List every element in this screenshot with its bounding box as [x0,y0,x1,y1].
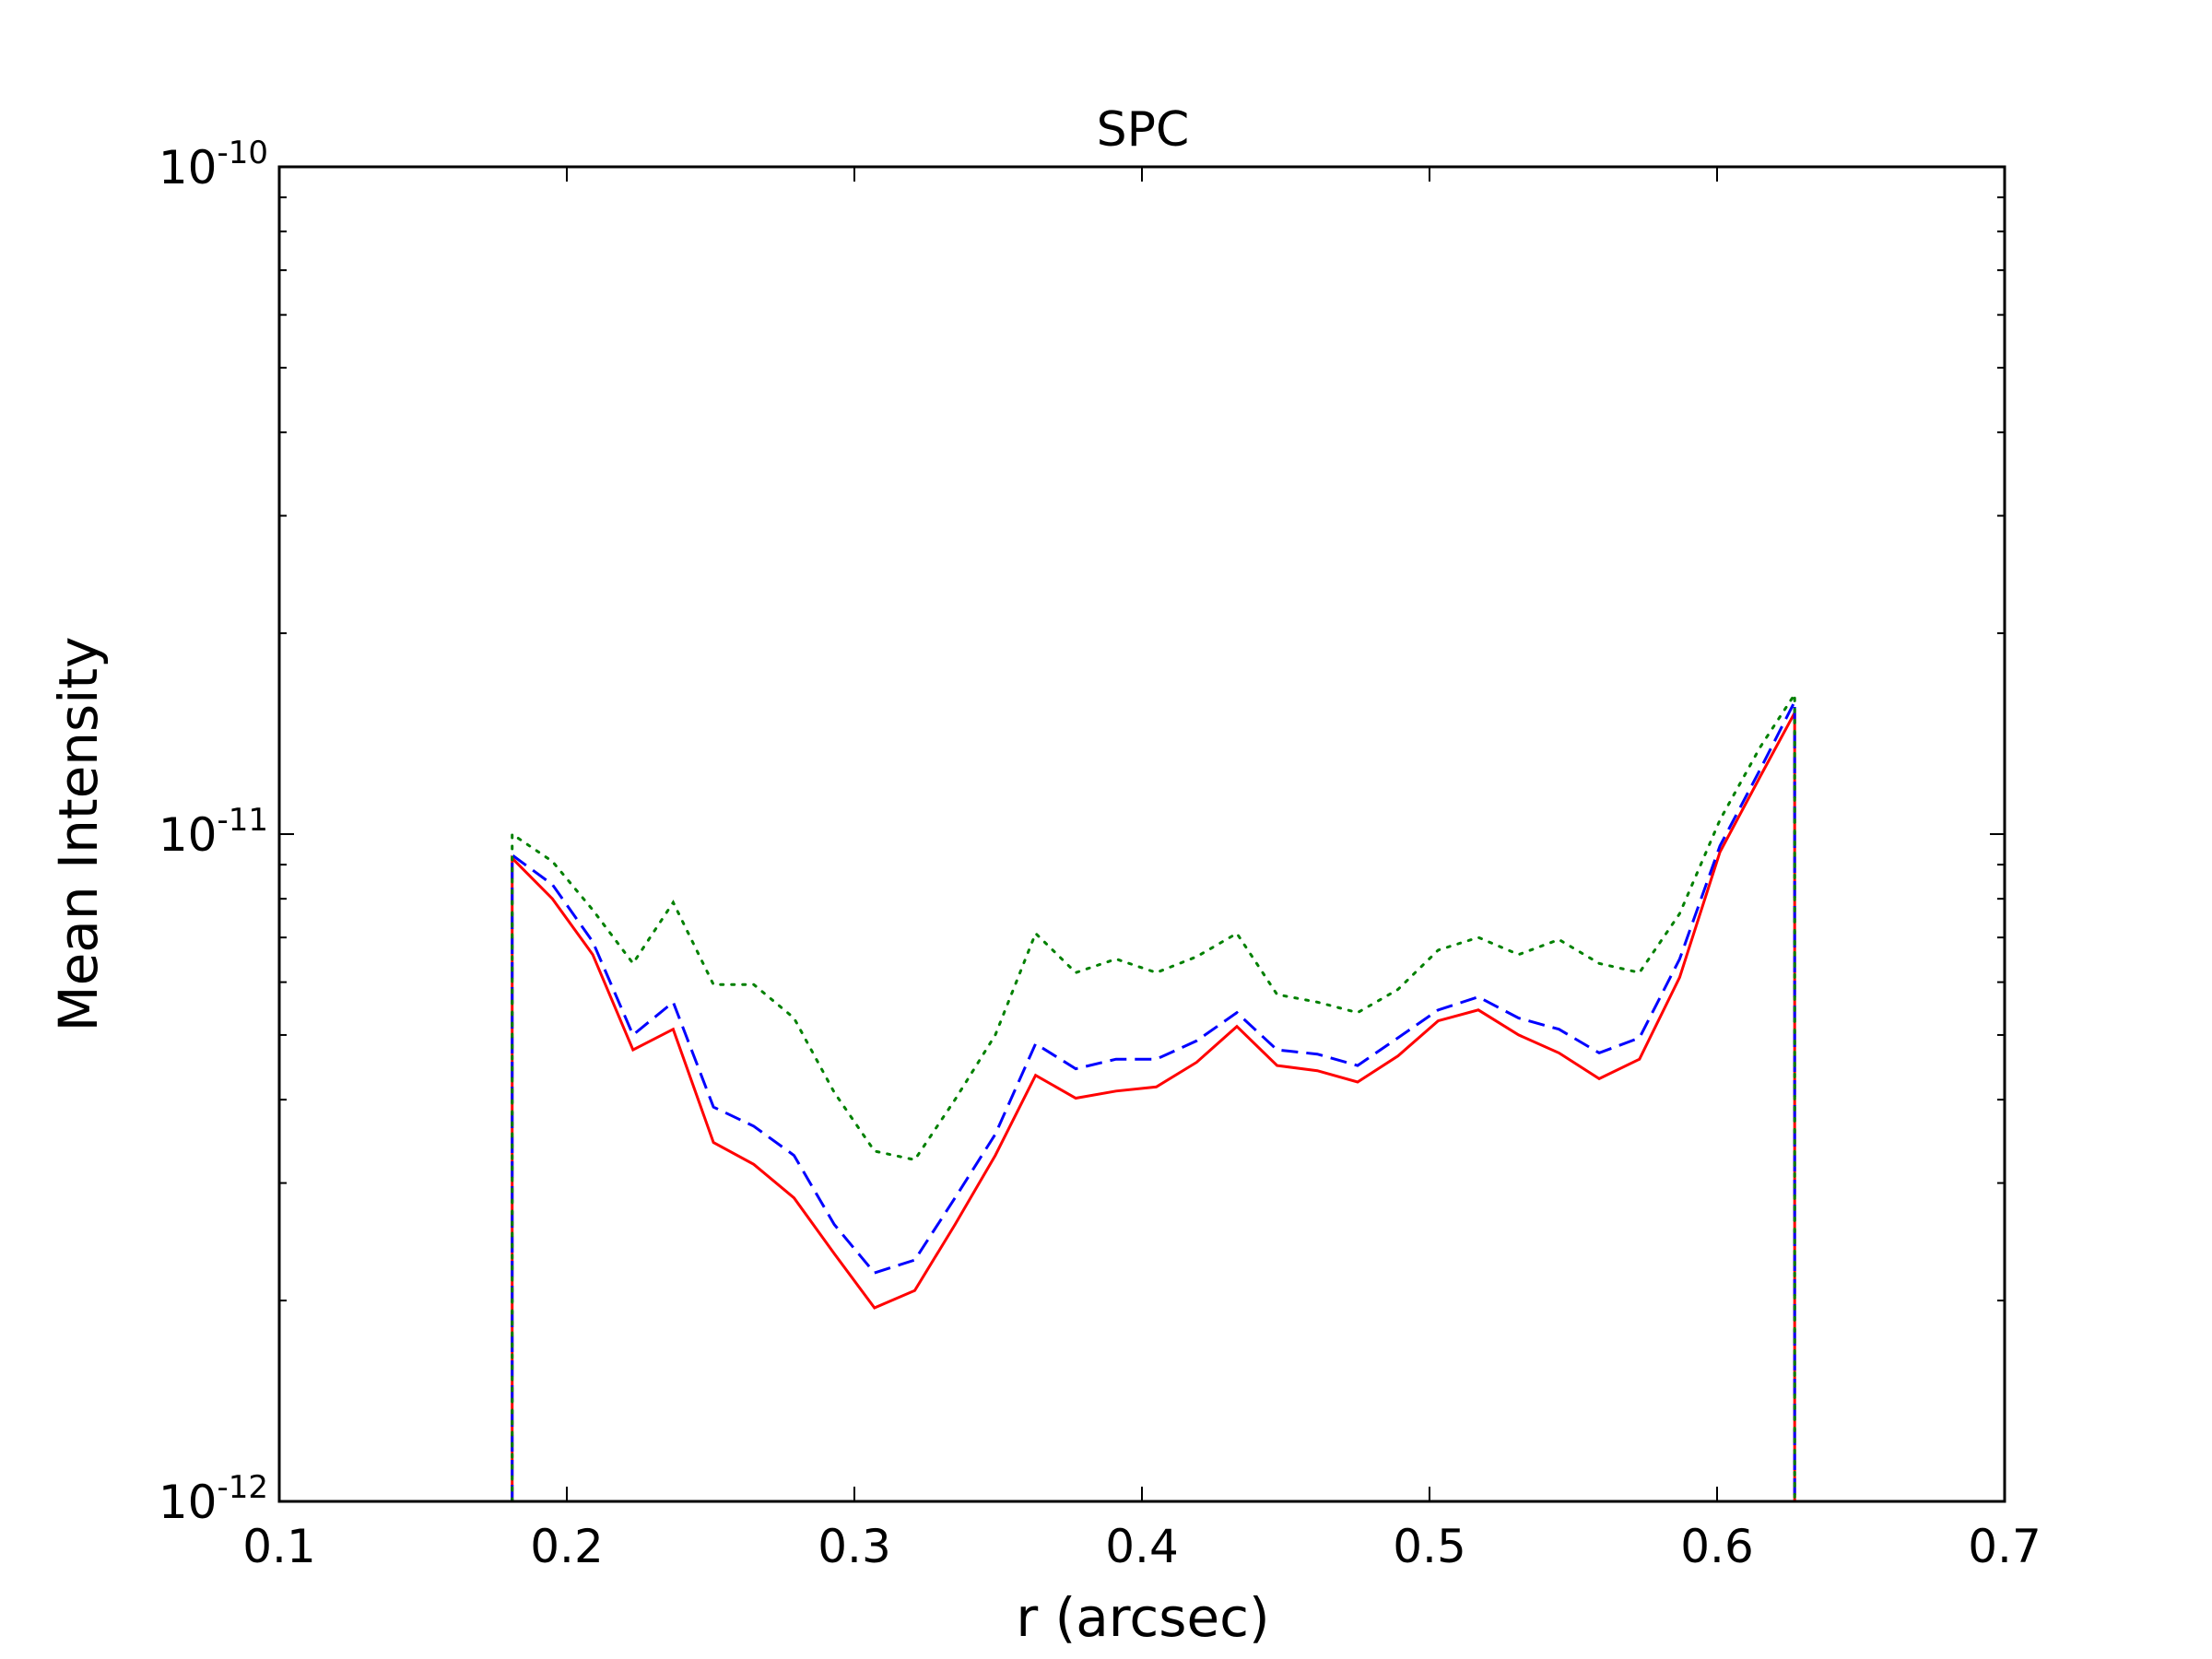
series-line-red-solid [511,712,1796,1501]
chart-title: SPC [1097,102,1190,158]
y-tick-label: 10-10 [159,135,268,194]
x-tick-label: 0.1 [242,1520,316,1573]
y-tick-label: 10-11 [159,802,268,862]
x-tick-label: 0.4 [1105,1520,1179,1573]
y-tick-label: 10-12 [159,1469,268,1529]
y-axis-label: Mean Intensity [47,637,110,1032]
x-tick-labels: 0.1 0.2 0.3 0.4 0.5 0.6 0.7 [242,1520,2041,1573]
x-tick-label: 0.2 [530,1520,604,1573]
x-tick-label: 0.5 [1393,1520,1466,1573]
x-tick-label: 0.3 [818,1520,891,1573]
plot-frame [277,165,2006,1503]
x-axis-label: r (arcsec) [1016,1586,1269,1649]
x-tick-label: 0.7 [1968,1520,2041,1573]
series-line-green-dotted [511,689,1796,1503]
series-layer [511,689,1796,1503]
x-tick-label: 0.6 [1680,1520,1754,1573]
y-tick-labels: 10-12 10-11 10-10 [159,135,268,1529]
